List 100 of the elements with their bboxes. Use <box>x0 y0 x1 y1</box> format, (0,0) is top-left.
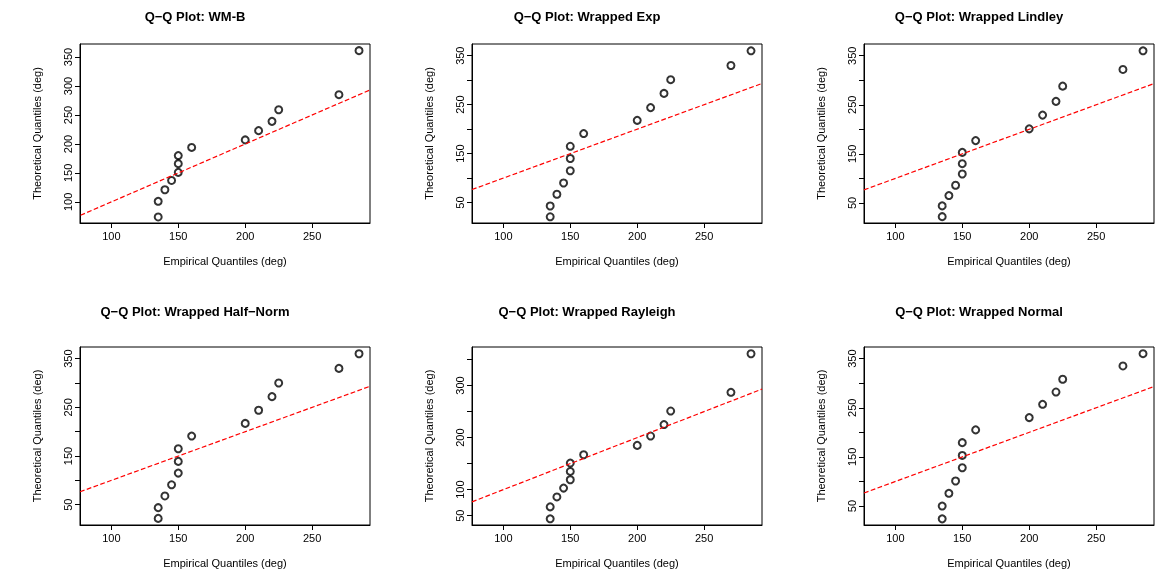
point <box>746 349 756 359</box>
y-tick-label: 250 <box>61 105 74 125</box>
y-axis-title: Theoretical Quantiles (deg) <box>30 67 43 200</box>
point <box>666 406 676 416</box>
point <box>1024 413 1034 423</box>
x-tick-label: 150 <box>169 531 188 544</box>
x-tick-label: 250 <box>694 229 714 242</box>
point <box>545 212 555 222</box>
point <box>565 154 575 164</box>
point <box>1051 387 1061 397</box>
x-tick-label: 250 <box>1086 531 1106 544</box>
x-tick-label: 100 <box>886 531 905 544</box>
point <box>187 142 197 152</box>
point <box>944 488 954 498</box>
point <box>957 159 967 169</box>
point <box>559 483 569 493</box>
point <box>659 88 669 98</box>
point <box>173 444 183 454</box>
chart-title: Q−Q Plot: Wrapped Normal <box>895 304 1063 319</box>
point <box>552 189 562 199</box>
x-axis-title: Empirical Quantiles (deg) <box>163 254 287 267</box>
point <box>173 468 183 478</box>
point <box>1058 81 1068 91</box>
point <box>254 126 264 136</box>
point <box>1138 46 1148 56</box>
point <box>579 450 589 460</box>
y-tick-label: 50 <box>845 196 858 210</box>
point <box>957 438 967 448</box>
x-tick-label: 150 <box>953 531 972 544</box>
point <box>951 476 961 486</box>
point <box>334 363 344 373</box>
point <box>726 387 736 397</box>
point <box>1118 361 1128 371</box>
point <box>565 466 575 476</box>
point <box>937 514 947 524</box>
x-tick-label: 100 <box>886 229 905 242</box>
x-tick-label: 100 <box>102 531 121 544</box>
point <box>666 75 676 85</box>
point <box>957 169 967 179</box>
y-tick-label: 350 <box>845 46 858 65</box>
point <box>565 475 575 485</box>
y-tick-label: 150 <box>845 447 858 467</box>
y-axis-title: Theoretical Quantiles (deg) <box>422 67 435 200</box>
point <box>354 46 364 56</box>
point <box>173 456 183 466</box>
y-tick-label: 250 <box>61 398 74 417</box>
y-tick-label: 250 <box>453 95 466 114</box>
y-tick-label: 50 <box>845 499 858 513</box>
point <box>267 392 277 402</box>
y-tick-label: 250 <box>845 398 858 417</box>
point <box>937 501 947 511</box>
point <box>1038 399 1048 409</box>
x-axis-title: Empirical Quantiles (deg) <box>947 556 1071 569</box>
chart-title: Q−Q Plot: WM-B <box>144 9 246 24</box>
point <box>1038 110 1048 120</box>
x-tick-label: 200 <box>236 531 255 544</box>
point <box>167 175 177 185</box>
chart-title: Q−Q Plot: Wrapped Lindley <box>894 9 1064 24</box>
x-axis-title: Empirical Quantiles (deg) <box>947 254 1071 267</box>
point <box>354 349 364 359</box>
y-axis-title: Theoretical Quantiles (deg) <box>814 67 827 200</box>
point <box>545 502 555 512</box>
point <box>646 103 656 113</box>
point <box>267 116 277 126</box>
y-tick-label: 200 <box>61 134 74 154</box>
x-tick-label: 100 <box>494 531 513 544</box>
x-axis-title: Empirical Quantiles (deg) <box>163 556 287 569</box>
point <box>160 491 170 501</box>
x-tick-label: 200 <box>1020 531 1039 544</box>
point <box>1118 64 1128 74</box>
point <box>579 129 589 139</box>
x-tick-label: 150 <box>561 531 580 544</box>
x-axis-title: Empirical Quantiles (deg) <box>555 556 679 569</box>
y-tick-label: 150 <box>453 144 466 163</box>
x-axis-title: Empirical Quantiles (deg) <box>555 254 679 267</box>
x-tick-label: 200 <box>628 531 647 544</box>
y-tick-label: 250 <box>845 95 858 114</box>
point <box>944 191 954 201</box>
y-tick-label: 50 <box>61 498 74 511</box>
point <box>153 513 163 523</box>
y-tick-label: 150 <box>61 163 74 183</box>
x-tick-label: 250 <box>694 531 714 544</box>
x-tick-label: 150 <box>169 229 188 242</box>
y-tick-label: 350 <box>61 47 74 67</box>
y-tick-label: 150 <box>845 144 858 164</box>
point <box>167 480 177 490</box>
point <box>1138 349 1148 359</box>
x-tick-label: 250 <box>302 229 322 242</box>
point <box>187 431 197 441</box>
point <box>160 185 170 195</box>
y-tick-label: 100 <box>61 192 74 212</box>
x-tick-label: 100 <box>494 229 513 242</box>
point <box>632 440 642 450</box>
chart-title: Q−Q Plot: Wrapped Half−Norm <box>100 304 290 319</box>
point <box>951 180 961 190</box>
y-tick-label: 50 <box>453 509 466 522</box>
point <box>957 463 967 473</box>
point <box>971 136 981 146</box>
y-tick-label: 350 <box>61 349 74 368</box>
point <box>565 166 575 176</box>
